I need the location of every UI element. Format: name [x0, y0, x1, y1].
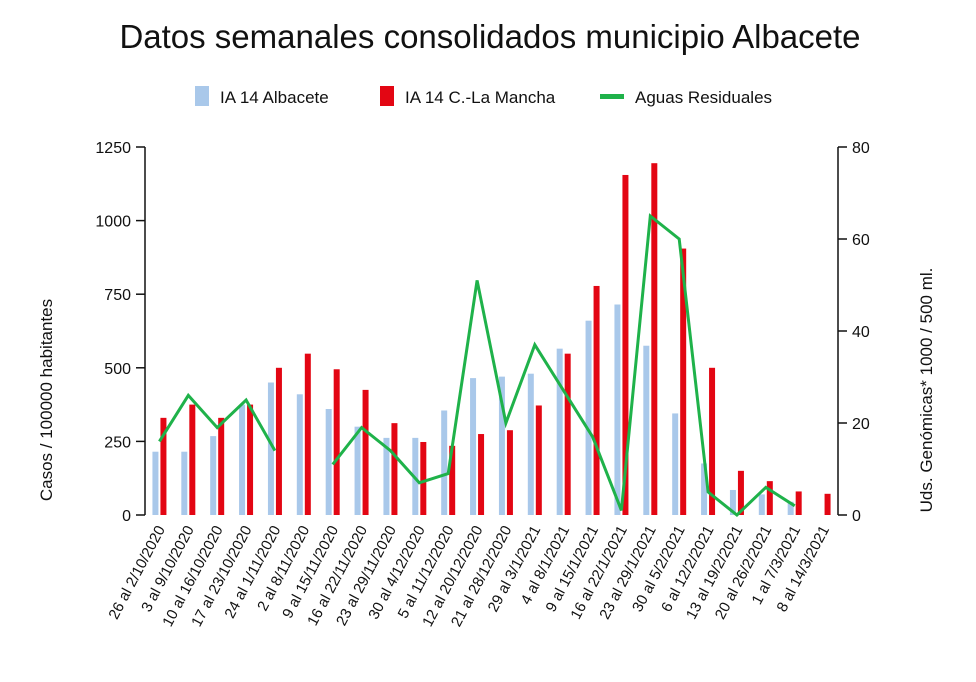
bar-ia14-albacete: [383, 437, 390, 515]
bar-ia14-clm: [478, 434, 485, 515]
bar-ia14-albacete: [152, 451, 159, 515]
bar-ia14-albacete: [672, 413, 679, 515]
bar-ia14-clm: [506, 430, 513, 515]
bar-ia14-clm: [391, 423, 398, 515]
bar-ia14-albacete: [643, 345, 650, 515]
bar-ia14-albacete: [729, 489, 736, 515]
bar-ia14-clm: [651, 163, 658, 515]
y-left-tick-label: 500: [104, 361, 131, 378]
bar-ia14-albacete: [296, 394, 303, 515]
y-left-tick-label: 0: [122, 508, 131, 525]
bar-ia14-albacete: [701, 463, 708, 515]
bar-ia14-albacete: [470, 378, 477, 515]
bar-ia14-clm: [737, 470, 744, 515]
legend-swatch-aguas: [600, 94, 624, 99]
bar-ia14-clm: [304, 353, 311, 515]
bar-ia14-albacete: [614, 304, 621, 515]
bar-ia14-albacete: [787, 501, 794, 515]
bar-ia14-clm: [275, 367, 282, 515]
bar-ia14-clm: [189, 404, 196, 515]
bar-ia14-albacete: [267, 382, 274, 515]
y-right-tick-label: 20: [852, 416, 870, 433]
y-right-tick-label: 80: [852, 140, 870, 157]
bar-ia14-clm: [160, 417, 167, 515]
bar-ia14-clm: [709, 367, 716, 515]
bar-ia14-clm: [622, 174, 629, 515]
y-right-tick-label: 40: [852, 324, 870, 341]
bar-ia14-albacete: [354, 426, 361, 515]
y-left-tick-label: 250: [104, 434, 131, 451]
bar-ia14-clm: [218, 417, 225, 515]
bar-ia14-albacete: [758, 494, 765, 515]
bar-ia14-clm: [680, 248, 687, 515]
legend: IA 14 Albacete IA 14 C.-La Mancha Aguas …: [195, 86, 772, 107]
legend-label-clm: IA 14 C.-La Mancha: [405, 88, 556, 107]
y-axis-left-title: Casos / 100000 habitantes: [37, 299, 56, 501]
bar-ia14-albacete: [325, 409, 332, 515]
line-aguas-residuales: [158, 392, 277, 452]
y-left-tick-label: 1250: [95, 140, 131, 157]
bar-ia14-clm: [449, 445, 456, 515]
legend-swatch-clm: [380, 86, 394, 106]
legend-swatch-albacete: [195, 86, 209, 106]
bar-ia14-clm: [824, 493, 831, 515]
bar-ia14-albacete: [527, 373, 534, 515]
bar-ia14-clm: [362, 389, 369, 515]
bar-ia14-clm: [593, 285, 600, 515]
bar-ia14-albacete: [210, 436, 217, 515]
bar-ia14-albacete: [441, 410, 448, 515]
y-right-tick-label: 0: [852, 508, 861, 525]
bar-ia14-albacete: [585, 320, 592, 515]
legend-label-aguas: Aguas Residuales: [635, 88, 772, 107]
bar-ia14-clm: [564, 353, 571, 515]
bar-ia14-clm: [795, 491, 802, 515]
line-aguas-residuales: [331, 213, 796, 517]
y-right-tick-label: 60: [852, 232, 870, 249]
bar-ia14-clm: [420, 441, 427, 515]
bar-ia14-albacete: [556, 348, 563, 515]
y-left-tick-label: 750: [104, 287, 131, 304]
bar-ia14-albacete: [181, 451, 188, 515]
legend-label-albacete: IA 14 Albacete: [220, 88, 329, 107]
bar-ia14-albacete: [239, 404, 246, 515]
bar-ia14-clm: [766, 481, 773, 515]
chart-title: Datos semanales consolidados municipio A…: [119, 18, 860, 55]
bar-ia14-clm: [535, 405, 542, 515]
y-left-tick-label: 1000: [95, 214, 131, 231]
bar-ia14-albacete: [498, 376, 505, 515]
bar-ia14-clm: [247, 404, 254, 515]
y-axis-right-title: Uds. Genómicas* 1000 / 500 ml.: [917, 268, 936, 513]
bar-ia14-clm: [333, 369, 340, 515]
